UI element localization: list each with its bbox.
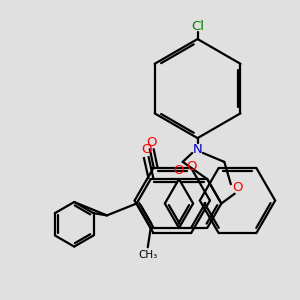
- Text: Cl: Cl: [191, 20, 204, 33]
- Text: N: N: [193, 143, 202, 156]
- Text: O: O: [174, 164, 184, 177]
- Text: O: O: [232, 181, 243, 194]
- Text: O: O: [141, 143, 152, 156]
- Text: O: O: [186, 160, 196, 173]
- Text: O: O: [147, 136, 157, 148]
- Text: CH₃: CH₃: [138, 250, 158, 260]
